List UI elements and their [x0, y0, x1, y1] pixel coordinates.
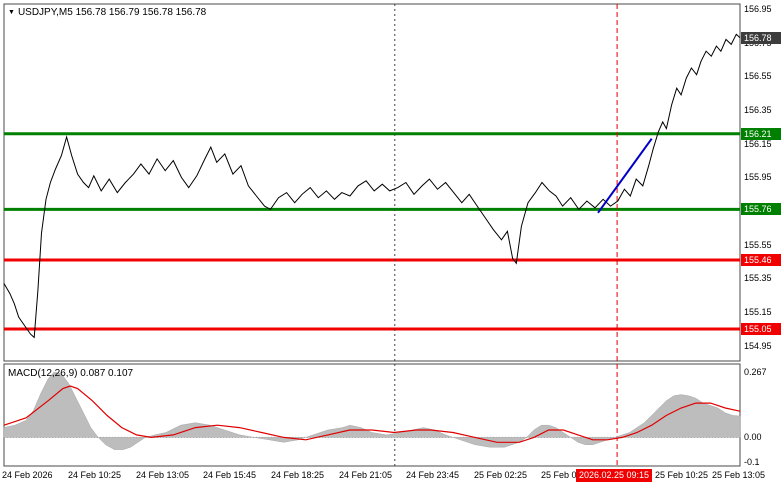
time-tick-label: 24 Feb 13:05 — [136, 470, 190, 480]
price-tick-label: 155.15 — [744, 307, 772, 317]
macd-tick-label: -0.1 — [744, 457, 760, 467]
time-tick-label: 25 Feb 05:05 — [541, 470, 595, 480]
symbol-period-label: USDJPY,M5 — [17, 7, 73, 18]
price-badge-support-red-1: 155.46 — [741, 254, 781, 266]
price-tick-label: 156.95 — [744, 4, 772, 14]
price-tick-label: 156.35 — [744, 105, 772, 115]
time-tick-label: 25 Feb 13:05 — [712, 470, 766, 480]
time-tick-label: 24 Feb 23:45 — [406, 470, 460, 480]
macd-signal-line — [3, 385, 741, 443]
chart-legend: ▼ USDJPY,M5 156.78 156.79 156.78 156.78 — [8, 7, 206, 18]
macd-name: MACD(12,26,9) — [8, 368, 78, 379]
time-tick-label: 24 Feb 21:05 — [339, 470, 393, 480]
macd-indicator-label: MACD(12,26,9) 0.087 0.107 — [8, 368, 133, 379]
price-tick-label: 156.15 — [744, 139, 772, 149]
trend-line[interactable] — [597, 138, 653, 214]
macd-values: 0.087 0.107 — [80, 368, 134, 379]
time-tick-label: 25 Feb 10:25 — [655, 470, 709, 480]
time-tick-label: 25 Feb 02:25 — [474, 470, 528, 480]
macd-tick-label: 0.00 — [744, 432, 762, 442]
price-tick-label: 155.35 — [744, 273, 772, 283]
price-tick-label: 155.95 — [744, 172, 772, 182]
macd-panel-frame — [3, 363, 741, 467]
time-badge-signal-time: 2026.02.25 09:15 — [576, 469, 653, 482]
price-badge-current-price: 156.78 — [741, 32, 781, 44]
price-panel-frame — [3, 3, 741, 362]
macd-tick-label: 0.267 — [744, 367, 767, 377]
price-tick-label: 154.95 — [744, 341, 772, 351]
time-tick-label: 24 Feb 10:25 — [68, 470, 122, 480]
ohlc-values: 156.78 156.79 156.78 156.78 — [75, 7, 207, 18]
price-badge-resistance: 156.21 — [741, 128, 781, 140]
chart-marker-icon: ▼ — [8, 9, 15, 16]
price-badge-support-green: 155.76 — [741, 203, 781, 215]
price-badge-support-red-2: 155.05 — [741, 323, 781, 335]
time-tick-label: 24 Feb 15:45 — [203, 470, 257, 480]
price-tick-label: 156.55 — [744, 71, 772, 81]
price-tick-label: 155.55 — [744, 240, 772, 250]
price-line-series — [3, 33, 741, 339]
time-tick-label: 24 Feb 2026 — [2, 470, 53, 480]
time-tick-label: 24 Feb 18:25 — [271, 470, 325, 480]
